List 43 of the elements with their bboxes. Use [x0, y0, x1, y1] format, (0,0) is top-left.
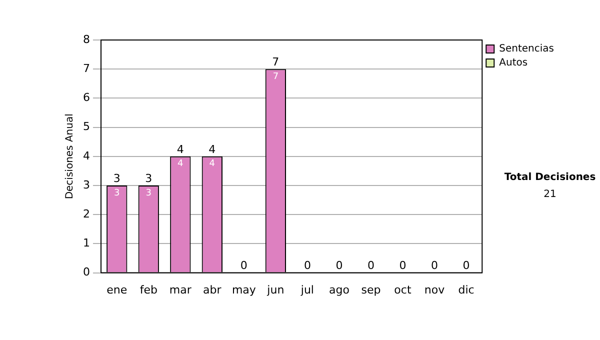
legend-label: Sentencias	[499, 44, 554, 55]
x-tick-label: sep	[361, 283, 381, 296]
total-label: 0	[304, 259, 311, 272]
y-tick-label: 7	[83, 62, 90, 75]
x-tick-label: dic	[458, 283, 474, 296]
total-label: 4	[208, 142, 216, 156]
y-axis-title: Decisiones Anual	[64, 114, 76, 200]
x-tick-label: ago	[328, 283, 350, 296]
x-tick-label: may	[232, 283, 256, 296]
y-tick-label: 2	[83, 207, 90, 220]
text: 21	[542, 189, 558, 200]
y-tick-label: 6	[83, 91, 90, 104]
x-tick-label: feb	[140, 283, 158, 296]
data-label: 7	[272, 72, 279, 82]
x-tick-label: jun	[266, 283, 284, 296]
y-tick-label: 3	[83, 178, 90, 192]
data-label: 4	[209, 159, 216, 170]
total-label: 0	[399, 259, 406, 272]
x-tick-label: jul	[300, 283, 314, 296]
legend-label: Autos	[499, 58, 528, 69]
x-tick-label: oct	[394, 283, 412, 296]
data-label: 3	[114, 188, 120, 198]
x-tick-label: mar	[169, 283, 192, 296]
total-label: 4	[176, 142, 184, 156]
y-tick-label: 4	[83, 149, 90, 162]
y-tick-label: 1	[83, 236, 90, 250]
data-label: 4	[178, 159, 184, 170]
total-label: 3	[113, 172, 120, 185]
y-tick-label: 5	[83, 120, 90, 134]
text: Total Decisiones	[503, 172, 597, 183]
total-label: 3	[145, 172, 152, 185]
total-label: 0	[462, 259, 470, 272]
x-tick-label: nov	[424, 283, 446, 296]
total-label: 0	[336, 259, 343, 272]
x-tick-label: abr	[203, 283, 222, 296]
total-label: 7	[272, 55, 280, 68]
y-tick-label: 0	[83, 266, 90, 279]
total-label: 0	[430, 259, 438, 272]
data-label: 3	[146, 188, 152, 198]
y-tick-label: 8	[83, 32, 90, 46]
total-label: 0	[367, 259, 374, 272]
total-label: 0	[240, 259, 248, 272]
x-tick-label: ene	[106, 283, 128, 296]
